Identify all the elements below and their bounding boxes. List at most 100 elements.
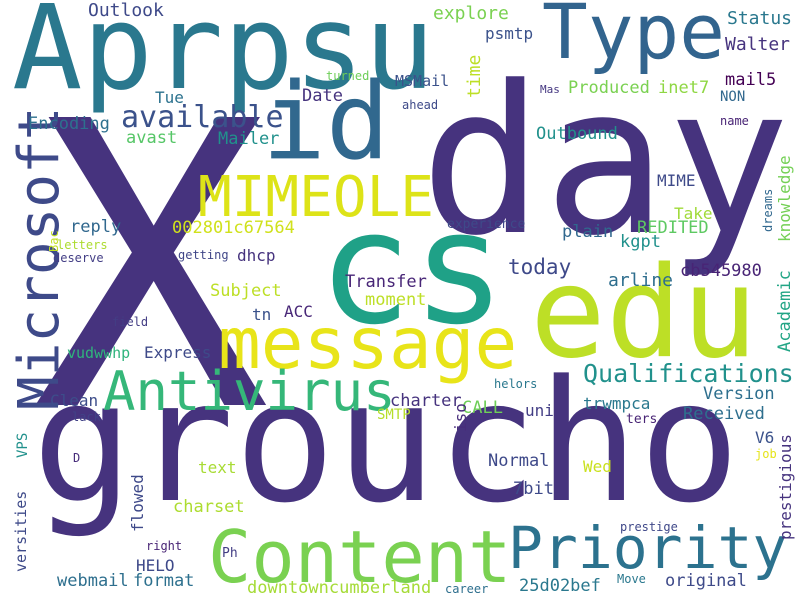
word: Aprpsu — [12, 0, 435, 116]
word: Produced — [568, 78, 650, 98]
word: iso — [451, 403, 470, 432]
word: deserve — [53, 251, 104, 265]
word: original — [665, 571, 747, 591]
word: job — [755, 447, 777, 461]
word: letters — [57, 238, 108, 252]
word: 7bit — [513, 479, 554, 499]
word: VPS — [15, 433, 31, 458]
word: id — [262, 60, 390, 183]
word: 25d02bef — [519, 576, 601, 596]
word: Antivirus — [103, 360, 396, 423]
word: lack — [72, 410, 102, 424]
word: plain — [562, 222, 613, 242]
word: ters — [626, 412, 657, 427]
word: vudwwhp — [67, 344, 130, 362]
word: experience — [447, 217, 525, 232]
word: prestigious — [776, 434, 795, 540]
word: Microsoft — [7, 107, 72, 410]
word: flowed — [128, 474, 147, 532]
word: Version — [703, 384, 775, 404]
word: NON — [720, 89, 745, 105]
word: helors — [494, 377, 537, 391]
word: kgpt — [620, 232, 661, 252]
word: reply — [70, 217, 121, 237]
word: Walter — [725, 34, 790, 55]
word: dreams — [761, 189, 775, 232]
word: Outlook — [88, 0, 164, 21]
word: Mas — [540, 83, 560, 96]
word: SMTP — [377, 407, 411, 423]
word: Subject — [210, 281, 282, 301]
word: time — [464, 55, 485, 98]
word: prestige — [620, 520, 678, 534]
word: Academic — [775, 270, 795, 352]
word: webmail — [57, 571, 129, 591]
word: day — [420, 43, 790, 281]
word: Bac — [47, 230, 61, 252]
word: cb545980 — [680, 261, 762, 281]
word: Encoding — [28, 114, 110, 134]
word: Express — [144, 343, 211, 362]
word: Type — [542, 0, 725, 76]
word: mail5 — [725, 70, 776, 90]
word: versities — [12, 491, 30, 572]
word: MIMEOLE — [198, 165, 434, 230]
word: turned — [326, 69, 369, 83]
word: tn — [252, 305, 271, 324]
word: CALL — [462, 398, 503, 418]
word: groucho — [32, 344, 740, 540]
word: getting — [178, 248, 229, 262]
word: Tue — [155, 88, 184, 107]
word: Mailer — [218, 129, 279, 149]
word: dhcp — [237, 246, 276, 265]
word: career — [445, 582, 488, 596]
word: ahead — [402, 98, 438, 112]
word: Wed — [583, 457, 612, 476]
word: edu — [530, 239, 758, 386]
word: Outbound — [536, 124, 618, 144]
word: Date — [302, 86, 343, 106]
word: Transfer — [345, 272, 427, 292]
word: format — [133, 571, 194, 591]
word: REDITED — [637, 218, 709, 238]
word: V6 — [755, 428, 774, 447]
word: Take — [674, 204, 713, 223]
word: Content — [208, 515, 511, 599]
word: name — [720, 114, 749, 128]
word: Qualifications — [583, 359, 794, 388]
word: message — [218, 302, 517, 385]
word: psmtp — [485, 24, 533, 43]
word: MIME — [657, 171, 696, 190]
word: field — [112, 315, 148, 329]
word: Ph — [222, 546, 238, 561]
word: charset — [173, 497, 245, 517]
word: arline — [608, 270, 673, 291]
word: X — [32, 39, 270, 499]
word: charter — [390, 391, 462, 411]
word: 002801c67564 — [172, 218, 295, 238]
word: uni — [525, 401, 554, 420]
word: Status — [727, 8, 792, 29]
word: Received — [683, 404, 765, 424]
word: inet7 — [658, 78, 709, 98]
word: Clean — [50, 391, 98, 410]
word: MSMail — [395, 72, 449, 90]
word: knowledge — [775, 155, 794, 242]
word: Move — [617, 572, 646, 586]
word: D — [73, 451, 80, 465]
word: ACC — [284, 302, 313, 321]
word: trwmpca — [583, 394, 650, 413]
word: HELO — [136, 556, 175, 575]
word: today — [508, 255, 571, 279]
word: explore — [433, 3, 509, 24]
word: Priority — [508, 514, 787, 582]
word: downtowncumberland — [247, 578, 431, 598]
word: Normal — [488, 451, 549, 471]
word: available — [121, 100, 284, 135]
word: right — [146, 539, 182, 553]
word: text — [198, 458, 237, 477]
word: moment — [365, 290, 426, 310]
